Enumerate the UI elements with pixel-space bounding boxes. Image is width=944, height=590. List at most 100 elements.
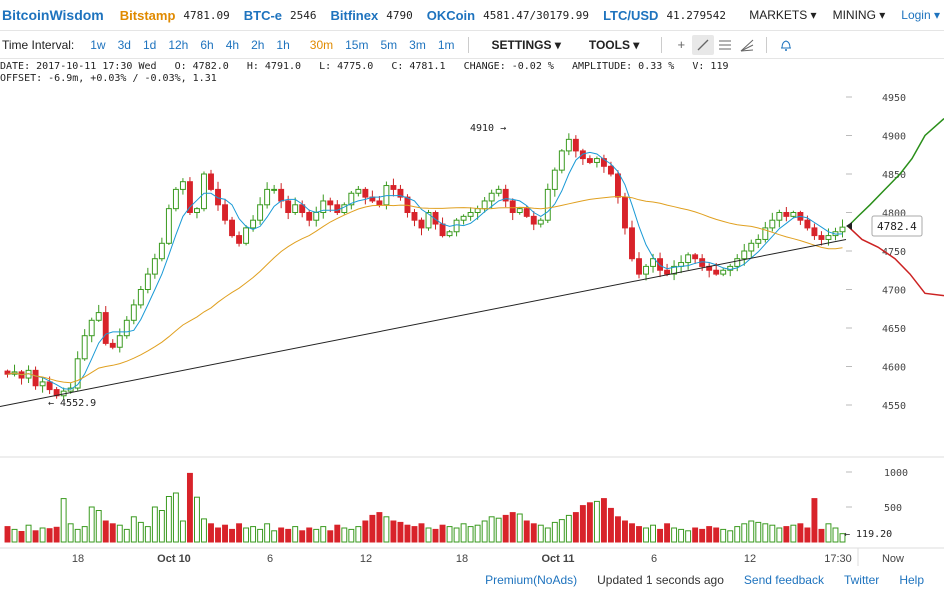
interval-30m[interactable]: 30m: [309, 37, 334, 52]
volume-bar: [643, 527, 649, 543]
candle-body: [278, 188, 285, 202]
interval-1d[interactable]: 1d: [142, 37, 157, 52]
candle-body: [236, 235, 243, 244]
volume-bar: [790, 524, 797, 543]
volume-bar: [474, 524, 481, 543]
exchange-name[interactable]: OKCoin: [426, 7, 476, 23]
candle-body: [194, 208, 200, 213]
candle-body: [516, 208, 523, 213]
interval-1m[interactable]: 1m: [437, 37, 455, 52]
volume-bar: [699, 528, 706, 543]
volume-bar: [179, 520, 186, 543]
volume-bar: [502, 514, 509, 543]
interval-1h[interactable]: 1h: [276, 37, 290, 52]
interval-12h[interactable]: 12h: [168, 37, 189, 52]
volume-bar: [657, 528, 664, 543]
tools-menu[interactable]: TOOLS ▾: [588, 37, 640, 52]
exchange-name[interactable]: BTC-e: [243, 7, 283, 23]
candle-body: [741, 250, 748, 260]
candle-body: [46, 381, 53, 391]
candle-body: [453, 219, 460, 233]
exchange-ticker[interactable]: LTC/USD 41.279542: [603, 8, 726, 23]
volume-bar: [327, 530, 334, 543]
candle-body: [685, 254, 692, 264]
volume-bar: [804, 527, 811, 543]
exchange-price: 41.279542: [666, 8, 727, 22]
candle-body: [446, 231, 453, 237]
candle-body: [88, 319, 95, 337]
volume-bar: [53, 526, 60, 543]
candle-body: [355, 188, 362, 194]
volume-bar: [229, 528, 235, 543]
volume-bar: [607, 507, 614, 543]
volume-bar: [776, 527, 783, 543]
x-tick-label: 17:30: [824, 553, 852, 565]
volume-bar: [201, 518, 207, 543]
markets-menu[interactable]: MARKETS ▾: [749, 8, 817, 22]
candle-body: [292, 204, 299, 214]
exchange-name[interactable]: Bitfinex: [330, 7, 379, 23]
feedback-link[interactable]: Send feedback: [743, 573, 824, 587]
site-logo[interactable]: BitcoinWisdom: [2, 7, 104, 23]
exchange-ticker[interactable]: Bitstamp 4781.09: [120, 8, 230, 23]
exchange-name[interactable]: LTC/USD: [603, 7, 659, 23]
volume-bar: [292, 526, 299, 543]
candle-body: [39, 381, 46, 387]
mining-menu[interactable]: MINING ▾: [832, 8, 886, 22]
volume-bar: [593, 500, 600, 543]
volume-bar: [334, 524, 341, 543]
candle-body: [755, 238, 762, 244]
volume-bar: [109, 523, 116, 543]
exchange-ticker[interactable]: Bitfinex 4790: [331, 8, 413, 23]
candle-body: [811, 227, 818, 237]
line-draw-icon[interactable]: [692, 34, 715, 55]
interval-3m[interactable]: 3m: [409, 37, 426, 52]
interval-2h[interactable]: 2h: [251, 37, 265, 52]
volume-bar: [411, 526, 418, 543]
interval-6h[interactable]: 6h: [200, 37, 214, 52]
candle-body: [825, 235, 832, 240]
volume-bar: [137, 521, 144, 543]
candle-body: [643, 265, 649, 275]
interval-3d[interactable]: 3d: [117, 37, 131, 52]
twitter-link[interactable]: Twitter: [843, 573, 880, 587]
candle-body: [537, 219, 544, 225]
candle-body: [769, 219, 776, 229]
candle-body: [95, 312, 102, 321]
ma-short-line: [7, 151, 843, 390]
login-menu[interactable]: Login ▾: [901, 8, 940, 22]
settings-menu[interactable]: SETTINGS ▾: [491, 37, 561, 52]
volume-bar: [74, 528, 81, 543]
exchange-name[interactable]: Bitstamp: [119, 7, 176, 23]
volume-bar: [713, 527, 720, 543]
volume-bar: [278, 527, 285, 543]
exchange-ticker-list: Bitstamp 4781.09 BTC-e 2546 Bitfinex 4790 OKCo…: [120, 8, 740, 23]
exchange-ticker[interactable]: OKCoin 4581.47/30179.99: [427, 8, 589, 23]
fib-lines-icon[interactable]: [714, 35, 736, 55]
fan-icon[interactable]: [736, 35, 758, 55]
volume-bar: [783, 526, 790, 543]
exchange-ticker[interactable]: BTC-e 2546: [244, 8, 317, 23]
premium-link[interactable]: Premium(NoAds): [485, 573, 578, 587]
x-tick-label: Oct 10: [157, 553, 191, 565]
interval-1w[interactable]: 1w: [90, 37, 106, 52]
interval-4h[interactable]: 4h: [225, 37, 240, 52]
bell-icon[interactable]: [775, 35, 797, 55]
interval-5m[interactable]: 5m: [380, 37, 398, 52]
volume-bar: [250, 526, 257, 543]
interval-15m[interactable]: 15m: [345, 37, 369, 52]
candle-body: [137, 289, 144, 306]
candle-body: [622, 196, 628, 229]
help-link[interactable]: Help: [899, 573, 924, 587]
candle-body: [250, 219, 257, 229]
crosshair-icon[interactable]: +: [677, 37, 686, 52]
volume-bar: [685, 530, 692, 543]
volume-bar: [130, 516, 137, 543]
candle-body: [671, 265, 678, 275]
exchange-price: 4581.47/30179.99: [483, 8, 590, 22]
candle-body: [74, 358, 81, 389]
x-tick-label: 18: [72, 553, 84, 565]
interval-toolbar: Time Interval: 1w 3d 1d 12h 6h 4h 2h 1h 30m 15m 5m…: [0, 31, 944, 59]
candle-body: [748, 242, 755, 252]
